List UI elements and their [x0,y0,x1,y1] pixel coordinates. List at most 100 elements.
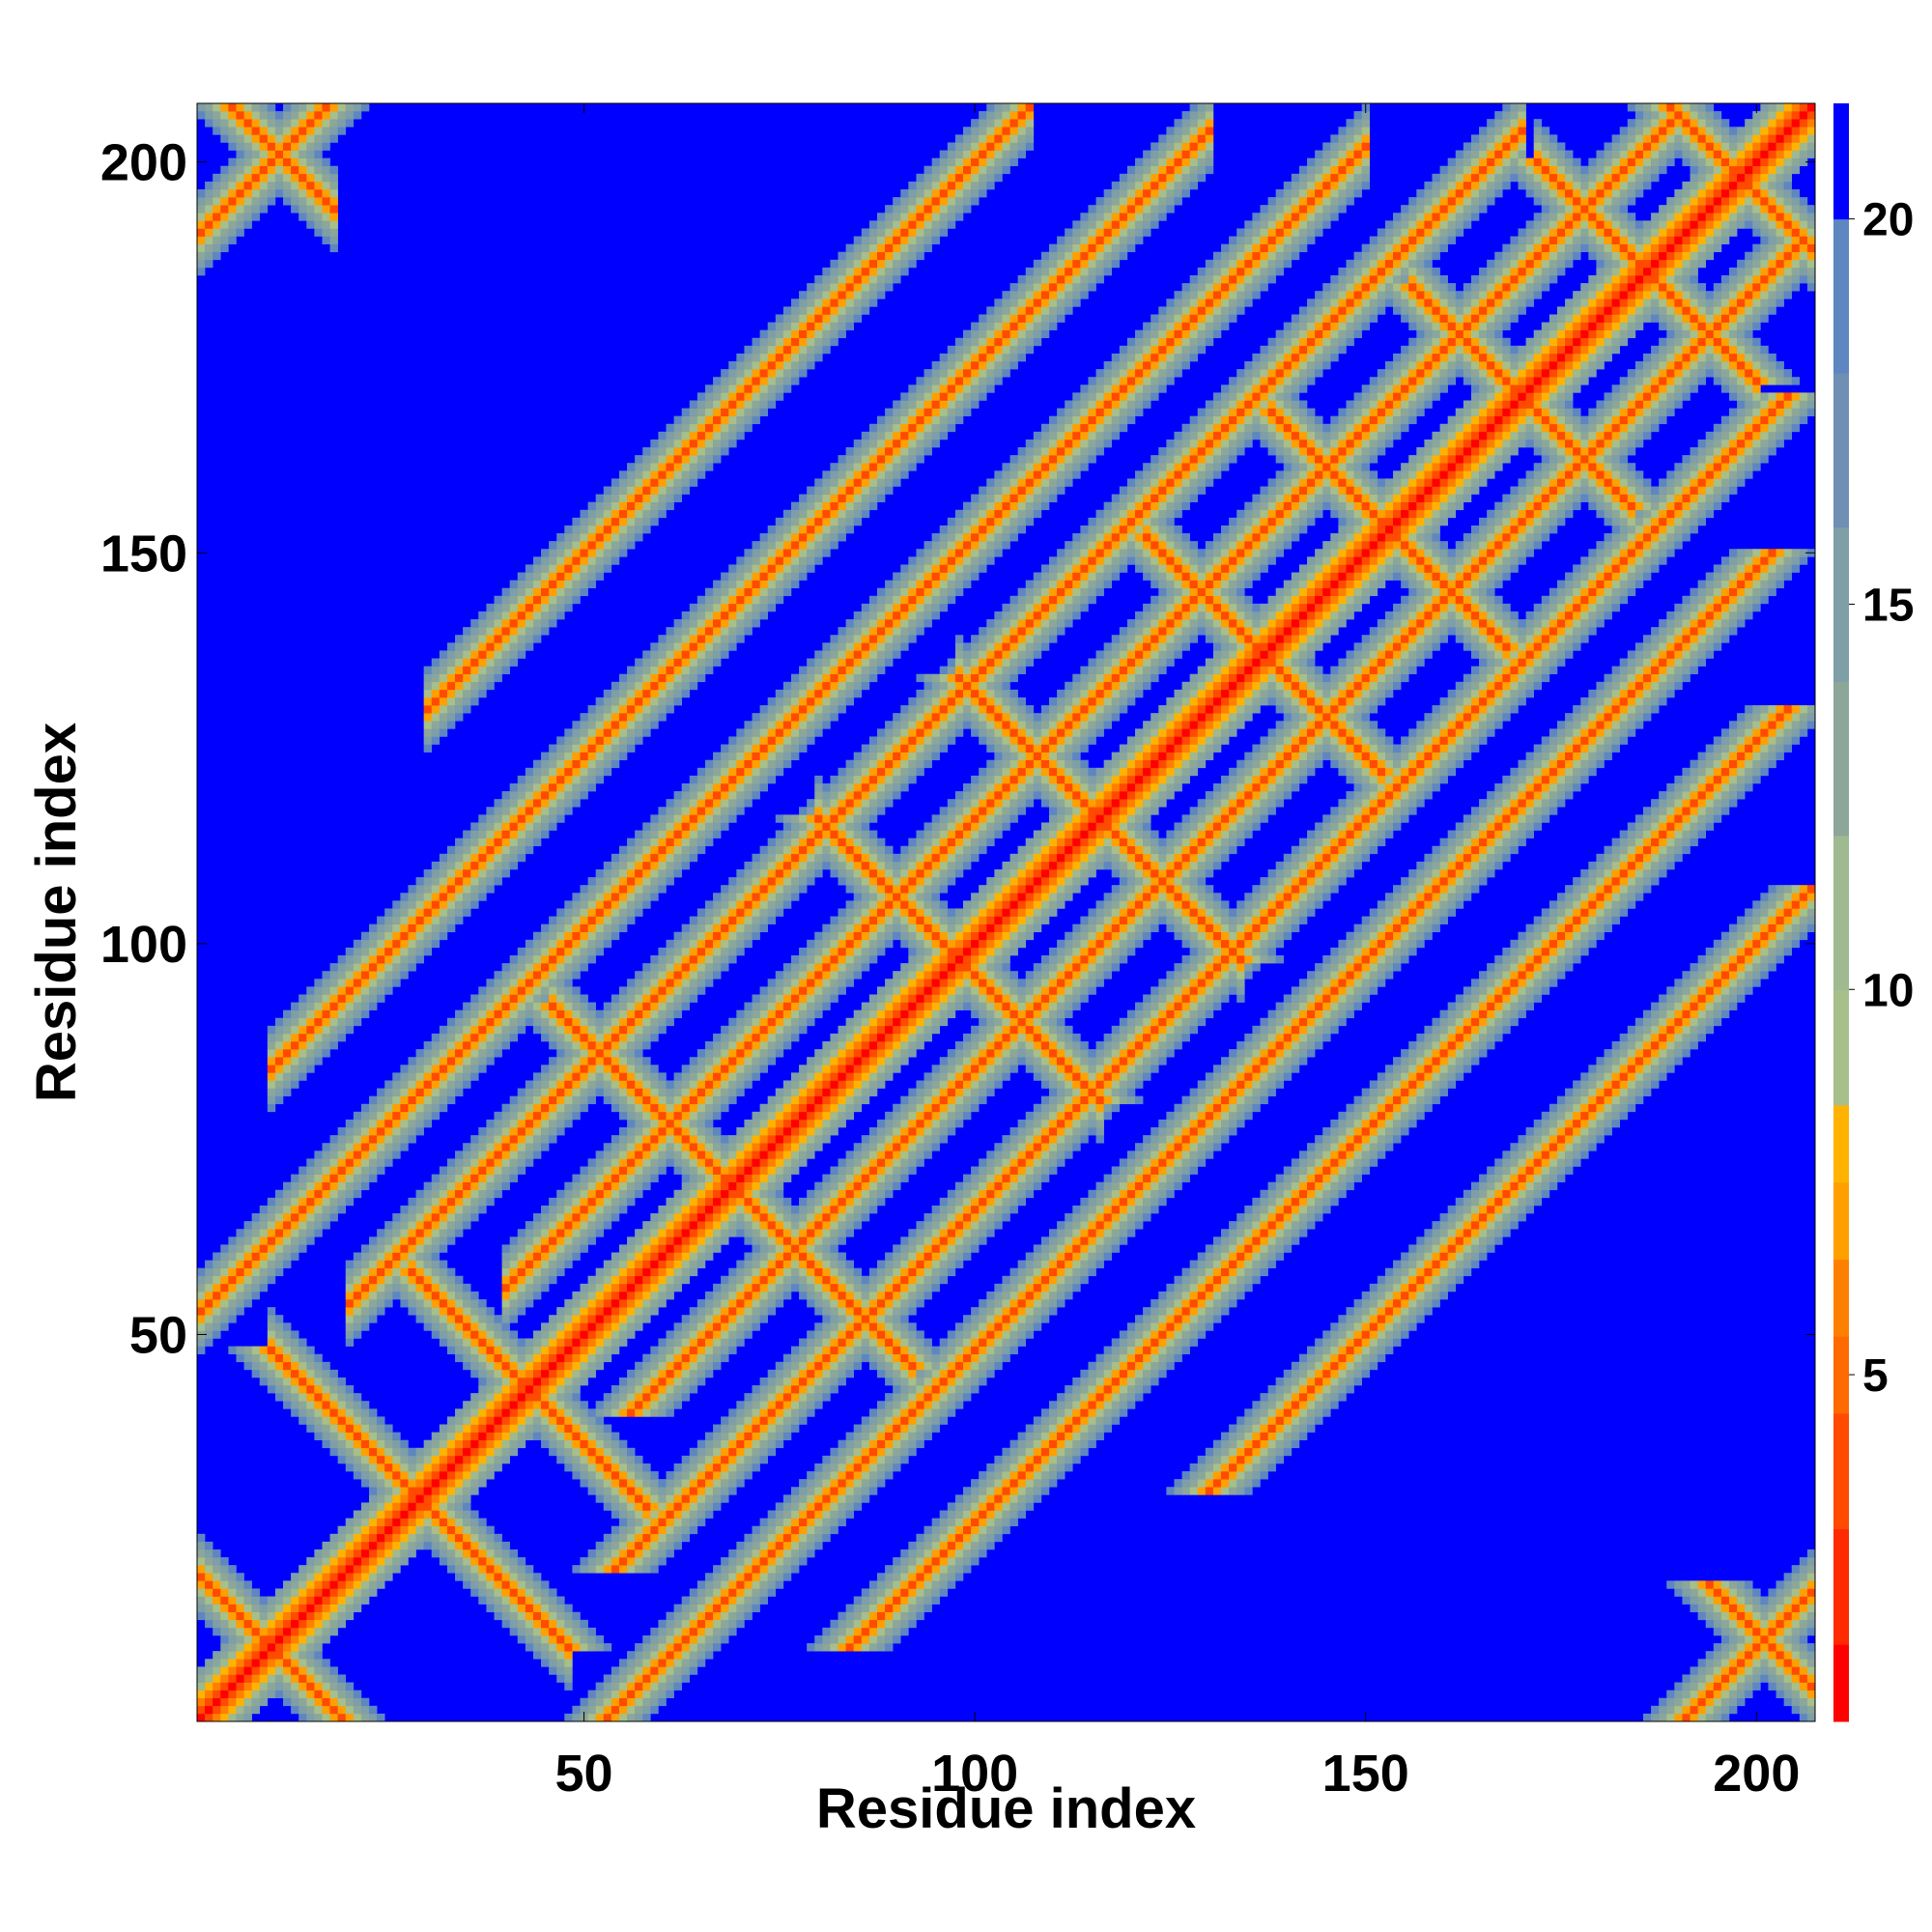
heatmap-cell [1705,1596,1715,1605]
heatmap-cell [603,1682,612,1690]
heatmap-cell [1307,1205,1316,1214]
heatmap-cell [415,1244,424,1253]
heatmap-cell [377,1565,385,1574]
heatmap-cell [673,1619,682,1629]
heatmap-cell [861,1588,870,1597]
heatmap-cell [728,1229,737,1237]
heatmap-cell [845,1439,855,1449]
heatmap-cell [251,1291,261,1300]
heatmap-cell [759,1580,768,1589]
heatmap-cell [392,1494,401,1503]
heatmap-cell [1065,1408,1073,1417]
heatmap-cell [1447,1260,1457,1268]
heatmap-cell [1424,1275,1433,1285]
heatmap-cell [861,1330,870,1339]
heatmap-cell [689,1221,698,1230]
heatmap-cell [298,1221,307,1230]
heatmap-cell [782,1385,792,1394]
heatmap-cell [658,1377,667,1386]
heatmap-cell [205,1267,213,1277]
heatmap-cell [736,1299,745,1308]
heatmap-cell [845,1221,855,1230]
heatmap-cell [1002,1510,1010,1519]
heatmap-cell [1143,1205,1151,1214]
heatmap-cell [501,1353,510,1363]
heatmap-cell [885,1330,894,1339]
heatmap-cell [1470,1221,1480,1230]
heatmap-cell [1361,1315,1371,1323]
heatmap-cell [775,1377,784,1386]
heatmap-cell [1033,1322,1042,1331]
heatmap-cell [298,1401,307,1409]
heatmap-cell [1174,1307,1182,1316]
heatmap-cell [782,1573,792,1581]
heatmap-cell [384,1525,393,1535]
heatmap-cell [509,1236,519,1245]
heatmap-cell [587,1548,596,1558]
heatmap-cell [1783,1580,1793,1589]
heatmap-cell [681,1510,691,1519]
heatmap-cell [213,1267,221,1277]
heatmap-cell [1745,1627,1753,1636]
heatmap-cell [728,1307,737,1316]
heatmap-cell [486,1369,495,1378]
heatmap-cell [525,1401,534,1409]
heatmap-cell [986,1369,995,1378]
heatmap-cell [1174,1322,1182,1331]
heatmap-cell [947,1260,956,1268]
heatmap-cell [1065,1401,1073,1409]
heatmap-cell [408,1197,416,1207]
heatmap-cell [564,1377,573,1386]
heatmap-cell [532,1401,542,1409]
heatmap-cell [1283,1369,1293,1378]
heatmap-cell [838,1471,846,1480]
heatmap-cell [291,1619,299,1629]
heatmap-cell [298,1369,307,1378]
heatmap-cell [939,1401,949,1409]
heatmap-cell [377,1455,385,1464]
heatmap-cell [494,1330,502,1339]
heatmap-cell [587,1291,596,1300]
heatmap-cell [916,1611,924,1621]
heatmap-cell [1401,1275,1409,1285]
heatmap-cell [314,1627,323,1636]
heatmap-cell [345,1432,355,1440]
heatmap-cell [1002,1338,1010,1347]
heatmap-cell [642,1518,651,1526]
heatmap-cell [556,1322,565,1331]
heatmap-cell [838,1353,846,1363]
heatmap-cell [931,1573,941,1581]
heatmap-cell [635,1502,643,1511]
heatmap-cell [853,1502,863,1511]
heatmap-cell [572,1205,581,1214]
heatmap-cell [736,1416,745,1425]
heatmap-cell [1408,1267,1417,1277]
heatmap-cell [360,1573,370,1581]
heatmap-cell [611,1565,620,1574]
heatmap-cell [509,1299,519,1308]
heatmap-cell [353,1252,362,1261]
heatmap-cell [541,1596,550,1605]
heatmap-cell [243,1690,252,1699]
heatmap-cell [1103,1424,1113,1433]
heatmap-cell [885,1401,894,1409]
heatmap-cell [1705,1666,1715,1675]
heatmap-cell [494,1557,502,1566]
heatmap-cell [618,1299,628,1308]
heatmap-cell [501,1447,510,1457]
heatmap-cell [455,1213,464,1222]
heatmap-cell [455,1565,464,1574]
heatmap-cell [728,1580,737,1589]
heatmap-cell [446,1432,456,1440]
heatmap-cell [1049,1471,1058,1480]
heatmap-cell [908,1401,917,1409]
heatmap-cell [501,1596,510,1605]
heatmap-cell [713,1596,722,1605]
heatmap-cell [775,1205,784,1214]
heatmap-cell [908,1361,917,1371]
heatmap-cell [572,1471,581,1480]
heatmap-cell [868,1432,878,1440]
heatmap-cell [939,1557,949,1566]
heatmap-cell [259,1634,276,1644]
heatmap-cell [627,1548,636,1558]
